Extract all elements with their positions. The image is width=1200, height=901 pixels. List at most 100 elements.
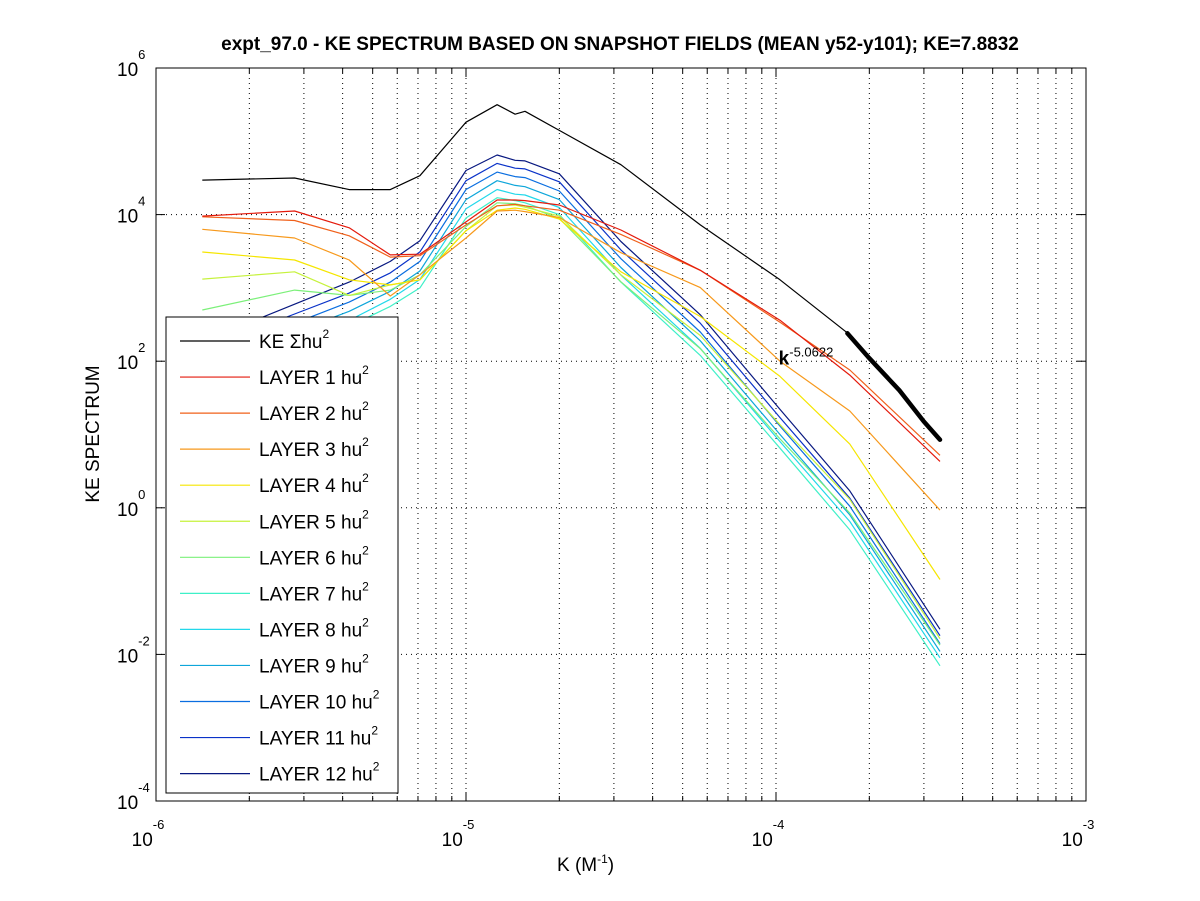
legend-label-sup: 2 [373, 688, 380, 702]
legend-item-layer-9: LAYER 9 hu2 [180, 651, 369, 677]
x-tick-label: 10-5 [442, 817, 475, 851]
legend-label-sup: 2 [323, 327, 330, 341]
legend-label-sup: 2 [362, 471, 369, 485]
legend-label-sup: 2 [362, 507, 369, 521]
x-axis-label: K (M-1) [557, 852, 614, 876]
legend-label: LAYER 6 hu2 [259, 543, 369, 569]
x-tick-label: 10-4 [752, 817, 785, 851]
legend-label: KE Σhu2 [259, 327, 330, 353]
y-tick-base: 10 [117, 500, 138, 521]
legend-label-text: LAYER 3 hu [259, 440, 362, 461]
legend-label: LAYER 11 hu2 [259, 724, 378, 750]
legend-label: LAYER 4 hu2 [259, 471, 369, 497]
y-tick-exponent: 2 [138, 340, 145, 355]
x-tick-exponent: -4 [773, 817, 785, 832]
x-tick-base: 10 [1062, 830, 1083, 851]
legend-label-text: LAYER 7 hu [259, 584, 362, 605]
x-tick-labels: 10-610-510-410-3 [132, 817, 1095, 851]
legend-item-layer-4: LAYER 4 hu2 [180, 471, 369, 497]
legend-label-sup: 2 [362, 363, 369, 377]
power-law-fit-line [845, 331, 943, 442]
x-tick-exponent: -3 [1083, 817, 1095, 832]
series-line-layer-7 [202, 197, 941, 667]
legend-label-sup: 2 [362, 579, 369, 593]
y-tick-exponent: 6 [138, 47, 145, 62]
y-tick-exponent: -2 [138, 633, 150, 648]
y-tick-label: 10-4 [117, 780, 150, 814]
power-law-exponent: -5.0622 [789, 345, 833, 360]
series-line-layer-2 [202, 203, 941, 456]
legend-label: LAYER 7 hu2 [259, 579, 369, 605]
legend-label: LAYER 12 hu2 [259, 760, 380, 786]
x-tick-label: 10-6 [132, 817, 165, 851]
legend-item-layer-8: LAYER 8 hu2 [180, 615, 369, 641]
series-line-layer-5 [202, 204, 941, 640]
power-law-annotation: k-5.0622 [779, 345, 834, 370]
legend-label-sup: 2 [362, 399, 369, 413]
legend-label-text: LAYER 8 hu [259, 620, 362, 641]
y-tick-base: 10 [117, 793, 138, 814]
legend-item-layer-7: LAYER 7 hu2 [180, 579, 369, 605]
y-axis-label: KE SPECTRUM [83, 365, 104, 502]
legend-label-text: LAYER 5 hu [259, 512, 362, 533]
x-axis-label-close: ) [608, 855, 614, 876]
x-tick-exponent: -5 [463, 817, 475, 832]
legend-label-text: LAYER 2 hu [259, 404, 362, 425]
legend-label-text: LAYER 10 hu [259, 693, 373, 714]
series-line-layer-3 [202, 209, 941, 511]
y-tick-exponent: 4 [138, 194, 145, 209]
legend-item-ke: KE Σhu2 [180, 327, 330, 353]
y-tick-base: 10 [117, 353, 138, 374]
series-line-layer-8 [202, 188, 941, 659]
legend-label-text: LAYER 12 hu [259, 765, 373, 786]
y-tick-base: 10 [117, 207, 138, 228]
x-tick-exponent: -6 [153, 817, 165, 832]
legend-label: LAYER 2 hu2 [259, 399, 369, 425]
legend-label: LAYER 9 hu2 [259, 651, 369, 677]
legend-box [165, 316, 399, 794]
y-tick-label: 10-2 [117, 633, 150, 667]
x-tick-label: 10-3 [1062, 817, 1095, 851]
axis-ticks [156, 67, 1086, 802]
series-line-layer-1 [202, 199, 941, 462]
legend-item-layer-2: LAYER 2 hu2 [180, 399, 369, 425]
y-tick-label: 104 [117, 194, 145, 228]
legend-label-text: LAYER 4 hu [259, 476, 362, 497]
legend-item-layer-1: LAYER 1 hu2 [180, 363, 369, 389]
legend-label: LAYER 3 hu2 [259, 435, 369, 461]
legend-label: LAYER 8 hu2 [259, 615, 369, 641]
series-line-layer-4 [202, 207, 941, 580]
series-line-layer-12 [202, 154, 941, 630]
legend-item-layer-11: LAYER 11 hu2 [180, 724, 378, 750]
power-law-base: k [779, 349, 790, 370]
series-layer [202, 104, 941, 667]
legend-item-layer-10: LAYER 10 hu2 [180, 688, 380, 714]
y-tick-label: 106 [117, 47, 145, 81]
series-line-ke [202, 104, 941, 441]
plot-frame [155, 67, 1087, 802]
legend-label-text: LAYER 11 hu [259, 729, 371, 750]
legend-label-sup: 2 [362, 543, 369, 557]
legend-label-sup: 2 [373, 760, 380, 774]
fit-layer: k-5.0622 [779, 331, 943, 442]
y-tick-exponent: 0 [138, 487, 145, 502]
legend-label-sup: 2 [362, 615, 369, 629]
legend-label-text: KE Σhu [259, 332, 323, 353]
legend-label-sup: 2 [362, 435, 369, 449]
x-axis-label-sup: -1 [597, 852, 608, 866]
y-tick-label: 100 [117, 487, 145, 521]
legend-item-layer-12: LAYER 12 hu2 [180, 760, 380, 786]
legend-label: LAYER 1 hu2 [259, 363, 369, 389]
legend-label-sup: 2 [362, 651, 369, 665]
legend-label-text: LAYER 9 hu [259, 656, 362, 677]
x-tick-base: 10 [752, 830, 773, 851]
series-line-layer-11 [202, 162, 941, 637]
legend-item-layer-3: LAYER 3 hu2 [180, 435, 369, 461]
x-tick-base: 10 [442, 830, 463, 851]
legend-label-text: LAYER 1 hu [259, 368, 362, 389]
series-line-layer-9 [202, 180, 941, 652]
x-axis-label-main: K (M [557, 855, 597, 876]
